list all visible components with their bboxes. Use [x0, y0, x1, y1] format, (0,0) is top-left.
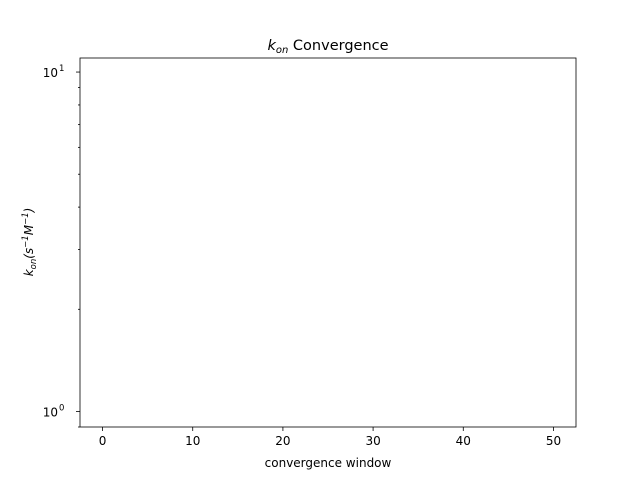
y-tick-label: 10: [43, 66, 58, 80]
y-axis-label: kon(s−1M−1): [21, 208, 39, 277]
chart-title-symbol: k: [267, 38, 276, 54]
y-tick-label-exponent: 0: [59, 403, 64, 413]
plot-area: [79, 57, 577, 428]
y-axis-label-exponent-2: −1: [21, 212, 31, 225]
x-tick-label: 0: [99, 434, 107, 448]
x-axis: 0 10 20 30 40 50: [99, 427, 561, 448]
x-tick-label: 40: [456, 434, 471, 448]
y-axis-label-close: ): [22, 208, 36, 214]
y-axis-label-subscript: on: [29, 259, 39, 270]
y-tick-label: 10: [43, 405, 58, 419]
x-tick-label: 30: [365, 434, 380, 448]
chart-title-text: Convergence: [288, 38, 388, 54]
x-tick-label: 20: [275, 434, 290, 448]
x-axis-label: convergence window: [265, 456, 392, 470]
y-axis-label-open: (s: [22, 248, 36, 259]
x-tick-label: 50: [546, 434, 561, 448]
y-axis-label-exponent-1: −1: [21, 235, 31, 248]
chart-title-subscript: on: [276, 45, 288, 56]
x-tick-label: 10: [185, 434, 200, 448]
chart-title: kon Convergence: [267, 38, 388, 56]
y-axis-label-symbol: k: [22, 268, 36, 276]
y-tick-label-exponent: 1: [59, 64, 64, 74]
y-axis-label-m: M: [22, 224, 36, 235]
